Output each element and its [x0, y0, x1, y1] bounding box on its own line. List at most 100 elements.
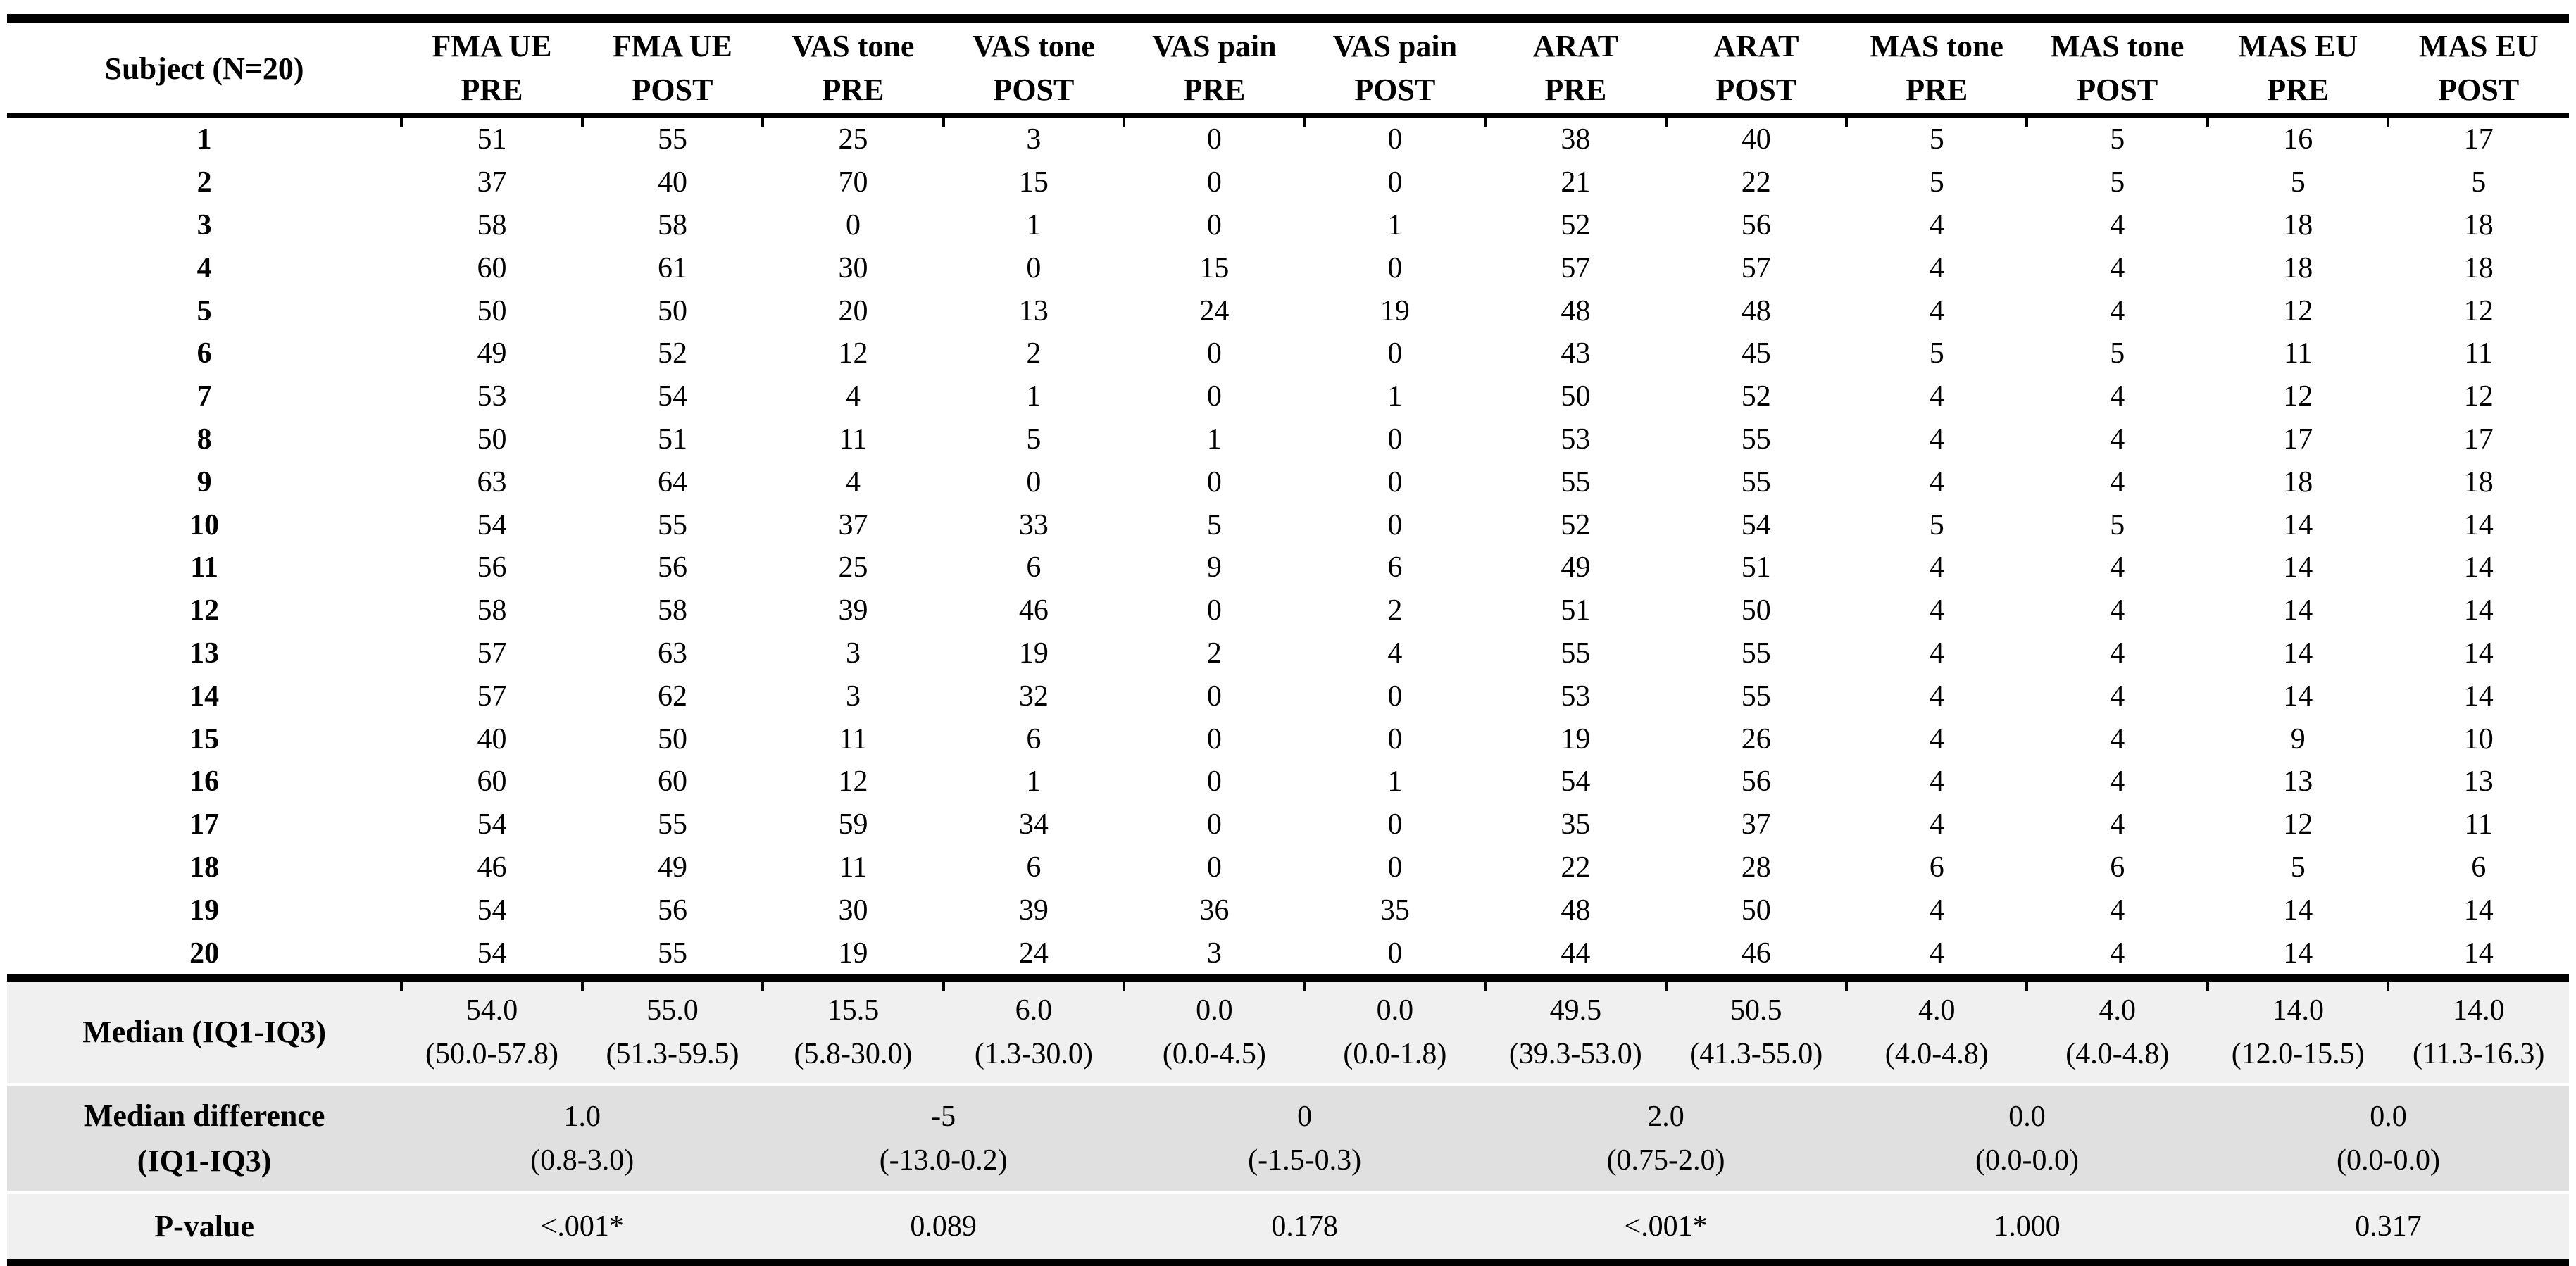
median-iqr: (0.0-4.5)	[1162, 1037, 1266, 1070]
value-cell: 30	[838, 894, 868, 927]
table-row: 7 53 54 4 1 0 1 50 52 4 4 12 12	[7, 375, 2569, 418]
value-cell: 4	[2110, 594, 2125, 627]
subject-cell: 7	[196, 380, 212, 413]
value-cell: 58	[657, 208, 687, 242]
value-cell: 32	[1018, 679, 1049, 713]
value-cell: 46	[1741, 936, 1771, 970]
value-cell: 5	[1929, 508, 1944, 541]
value-cell: 4	[1929, 294, 1944, 327]
median-difference-cell: 0.0 (0.0-0.0)	[1846, 1082, 2208, 1193]
value-cell: 12	[2463, 380, 2494, 413]
value-cell: 4	[2110, 422, 2125, 456]
value-cell: 50	[657, 294, 687, 327]
median-value: 6.0	[1015, 994, 1053, 1027]
median-difference-value: 0.0	[2008, 1100, 2046, 1133]
median-difference-value: 2.0	[1647, 1100, 1684, 1133]
value-cell: 61	[657, 251, 687, 284]
value-cell: 0	[1206, 722, 1222, 756]
value-cell: 35	[1380, 894, 1410, 927]
value-cell: 45	[1741, 337, 1771, 370]
median-difference-value: 1.0	[563, 1100, 601, 1133]
subject-cell: 10	[189, 508, 220, 541]
value-cell: 25	[838, 551, 868, 584]
value-cell: 14	[2283, 936, 2313, 970]
value-cell: 49	[1561, 551, 1591, 584]
value-cell: 4	[1929, 894, 1944, 927]
value-cell: 51	[1561, 594, 1591, 627]
table-row: 1 51 55 25 3 0 0 38 40 5 5 16 17	[7, 115, 2569, 161]
value-cell: 9	[2290, 722, 2306, 756]
value-cell: 62	[657, 679, 687, 713]
column-header: MAS EU POST	[2388, 14, 2569, 118]
pvalue-row-label: P-value	[7, 1191, 402, 1266]
value-cell: 1	[1026, 380, 1042, 413]
value-cell: 5	[1206, 508, 1222, 541]
column-header-line1: ARAT	[1532, 28, 1619, 63]
column-header-line2: POST	[1354, 73, 1436, 107]
column-header: ARAT PRE	[1485, 14, 1666, 118]
median-value: 14.0	[2452, 994, 2505, 1027]
value-cell: 57	[1741, 251, 1771, 284]
value-cell: 57	[1561, 251, 1591, 284]
value-cell: 37	[838, 508, 868, 541]
value-cell: 54	[477, 894, 507, 927]
value-cell: 4	[1929, 765, 1944, 798]
median-cell: 55.0 (51.3-59.5)	[580, 974, 763, 1084]
value-cell: 46	[477, 851, 507, 884]
value-cell: 5	[2290, 851, 2306, 884]
value-cell: 15	[1018, 166, 1049, 199]
value-cell: 39	[838, 594, 868, 627]
value-cell: 55	[1741, 679, 1771, 713]
value-cell: 19	[1380, 294, 1410, 327]
value-cell: 0	[1387, 808, 1403, 841]
value-cell: 22	[1741, 166, 1771, 199]
value-cell: 54	[1561, 765, 1591, 798]
median-cell: 14.0 (12.0-15.5)	[2206, 974, 2389, 1084]
subject-cell: 9	[196, 465, 212, 499]
column-header: VAS tone POST	[943, 14, 1125, 118]
value-cell: 43	[1561, 337, 1591, 370]
value-cell: 50	[657, 722, 687, 756]
value-cell: 17	[2283, 422, 2313, 456]
value-cell: 63	[657, 637, 687, 670]
column-header-line1: VAS tone	[792, 28, 915, 63]
value-cell: 13	[1018, 294, 1049, 327]
median-difference-value: -5	[931, 1100, 956, 1133]
column-header-line2: POST	[2438, 73, 2520, 107]
value-cell: 49	[477, 337, 507, 370]
value-cell: 4	[1929, 637, 1944, 670]
value-cell: 11	[2283, 337, 2313, 370]
value-cell: 4	[1929, 808, 1944, 841]
value-cell: 15	[1199, 251, 1230, 284]
column-header: MAS tone POST	[2027, 14, 2208, 118]
value-cell: 12	[2463, 294, 2494, 327]
median-difference-cell: 1.0 (0.8-3.0)	[401, 1082, 763, 1193]
header-row: Subject (N=20) FMA UE PRE FMA UE POST VAS to…	[7, 14, 2569, 118]
value-cell: 0	[1387, 422, 1403, 456]
value-cell: 14	[2283, 594, 2313, 627]
value-cell: 3	[1206, 936, 1222, 970]
median-difference-iqr: (0.0-0.0)	[1975, 1143, 2079, 1177]
table-row: 6 49 52 12 2 0 0 43 45 5 5 11 11	[7, 332, 2569, 375]
value-cell: 52	[1561, 508, 1591, 541]
value-cell: 12	[838, 337, 868, 370]
value-cell: 54	[477, 936, 507, 970]
value-cell: 5	[2110, 166, 2125, 199]
value-cell: 0	[1387, 936, 1403, 970]
value-cell: 24	[1199, 294, 1230, 327]
subject-cell: 16	[189, 765, 220, 798]
value-cell: 14	[2463, 594, 2494, 627]
value-cell: 6	[1026, 722, 1042, 756]
table-row: 18 46 49 11 6 0 0 22 28 6 6 5 6	[7, 846, 2569, 889]
subject-cell: 8	[196, 422, 212, 456]
value-cell: 4	[2110, 294, 2125, 327]
median-iqr: (39.3-53.0)	[1508, 1037, 1642, 1070]
value-cell: 33	[1018, 508, 1049, 541]
median-difference-iqr: (0.75-2.0)	[1606, 1143, 1725, 1177]
value-cell: 1	[1387, 765, 1403, 798]
median-iqr: (50.0-57.8)	[425, 1037, 558, 1070]
median-value: 50.5	[1730, 994, 1782, 1027]
column-header-line2: PRE	[1906, 73, 1968, 107]
value-cell: 48	[1741, 294, 1771, 327]
value-cell: 18	[2463, 465, 2494, 499]
